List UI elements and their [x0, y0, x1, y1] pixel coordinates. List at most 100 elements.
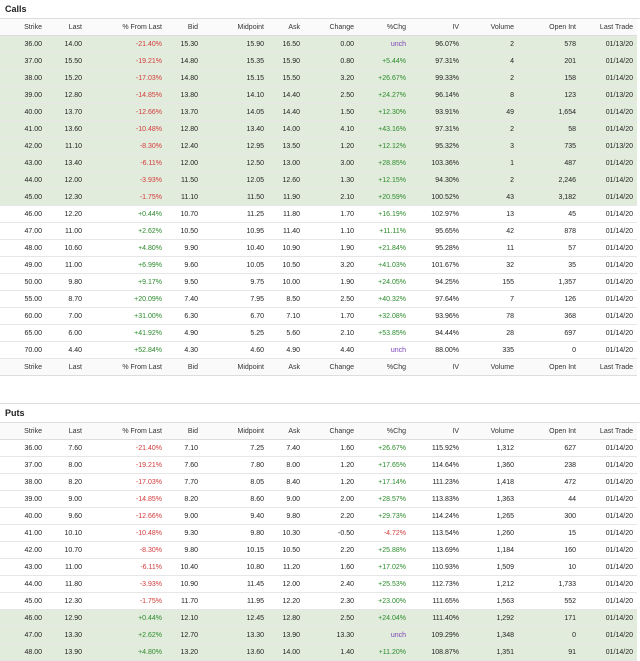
column-header-ask[interactable]: Ask: [268, 423, 304, 440]
option-row[interactable]: 37.00 15.50 -19.21% 14.80 15.35 15.90 0.80 +5.4…: [0, 52, 637, 70]
column-header-pct-chg[interactable]: %Chg: [358, 358, 410, 376]
option-row[interactable]: 65.00 6.00 +41.92% 4.90 5.25 5.60 2.10 +53.85% 9…: [0, 324, 637, 342]
cell-pct-from-last: +9.17%: [86, 273, 166, 291]
option-row[interactable]: 40.00 13.70 -12.66% 13.70 14.05 14.40 1.50 +12.…: [0, 103, 637, 121]
cell-last-trade: 01/14/20: [580, 154, 637, 172]
cell-change: 2.20: [304, 541, 358, 559]
column-header-midpoint[interactable]: Midpoint: [202, 19, 268, 36]
cell-strike: 60.00: [0, 307, 46, 325]
option-row[interactable]: 42.00 10.70 -8.30% 9.80 10.15 10.50 2.20 +25.88…: [0, 541, 637, 559]
cell-change: -0.50: [304, 524, 358, 542]
cell-change: 1.10: [304, 222, 358, 240]
column-header-open-int[interactable]: Open Int: [518, 358, 580, 376]
option-row[interactable]: 45.00 12.30 -1.75% 11.70 11.95 12.20 2.30 +23.0…: [0, 592, 637, 610]
cell-open-int: 15: [518, 524, 580, 542]
column-header-change[interactable]: Change: [304, 423, 358, 440]
column-header-pct-from-last[interactable]: % From Last: [86, 358, 166, 376]
option-row[interactable]: 44.00 11.80 -3.93% 10.90 11.45 12.00 2.40 +25.5…: [0, 575, 637, 593]
cell-volume: 335: [463, 341, 518, 359]
cell-ask: 15.50: [268, 69, 304, 87]
cell-volume: 2: [463, 69, 518, 87]
option-row[interactable]: 41.00 10.10 -10.48% 9.30 9.80 10.30 -0.50 -4.72…: [0, 524, 637, 542]
column-header-ask[interactable]: Ask: [268, 358, 304, 376]
column-header-pct-chg[interactable]: %Chg: [358, 423, 410, 440]
option-row[interactable]: 38.00 15.20 -17.03% 14.80 15.15 15.50 3.20 +26.…: [0, 69, 637, 87]
column-header-pct-from-last[interactable]: % From Last: [86, 19, 166, 36]
cell-last-trade: 01/14/20: [580, 188, 637, 206]
cell-pct-from-last: +20.09%: [86, 290, 166, 308]
cell-pct-chg: +23.00%: [358, 592, 410, 610]
column-header-open-int[interactable]: Open Int: [518, 423, 580, 440]
option-row[interactable]: 60.00 7.00 +31.00% 6.30 6.70 7.10 1.70 +32.08% 9…: [0, 307, 637, 325]
option-row[interactable]: 50.00 9.80 +9.17% 9.50 9.75 10.00 1.90 +24.05% 9…: [0, 273, 637, 291]
cell-strike: 40.00: [0, 103, 46, 121]
option-row[interactable]: 48.00 10.60 +4.80% 9.90 10.40 10.90 1.90 +21.84…: [0, 239, 637, 257]
column-header-last[interactable]: Last: [46, 19, 86, 36]
option-row[interactable]: 41.00 13.60 -10.48% 12.80 13.40 14.00 4.10 +43.…: [0, 120, 637, 138]
column-header-bid[interactable]: Bid: [166, 19, 202, 36]
column-header-strike[interactable]: Strike: [0, 423, 46, 440]
option-row[interactable]: 48.00 13.90 +4.80% 13.20 13.60 14.00 1.40 +11.2…: [0, 643, 637, 661]
column-header-volume[interactable]: Volume: [463, 19, 518, 36]
puts-rows: 36.00 7.60 -21.40% 7.10 7.25 7.40 1.60 +26.67% 1…: [0, 439, 637, 661]
option-row[interactable]: 46.00 12.90 +0.44% 12.10 12.45 12.80 2.50 +24.0…: [0, 609, 637, 627]
column-header-midpoint[interactable]: Midpoint: [202, 358, 268, 376]
column-header-iv[interactable]: IV: [410, 358, 463, 376]
column-header-strike[interactable]: Strike: [0, 358, 46, 376]
option-row[interactable]: 45.00 12.30 -1.75% 11.10 11.50 11.90 2.10 +20.5…: [0, 188, 637, 206]
option-row[interactable]: 42.00 11.10 -8.30% 12.40 12.95 13.50 1.20 +12.1…: [0, 137, 637, 155]
option-row[interactable]: 70.00 4.40 +52.84% 4.30 4.60 4.90 4.40 unch 88.0…: [0, 341, 637, 359]
option-row[interactable]: 43.00 13.40 -6.11% 12.00 12.50 13.00 3.00 +28.8…: [0, 154, 637, 172]
cell-ask: 14.00: [268, 643, 304, 661]
option-row[interactable]: 39.00 9.00 -14.85% 8.20 8.60 9.00 2.00 +28.57% 1…: [0, 490, 637, 508]
column-header-last[interactable]: Last: [46, 358, 86, 376]
calls-footer-row: Strike Last% From Last Bid Midpoint Ask Chang…: [0, 358, 637, 376]
column-header-last[interactable]: Last: [46, 423, 86, 440]
option-row[interactable]: 36.00 14.00 -21.40% 15.30 15.90 16.50 0.00 unch…: [0, 35, 637, 53]
column-header-volume[interactable]: Volume: [463, 423, 518, 440]
cell-change: 1.30: [304, 171, 358, 189]
column-header-midpoint[interactable]: Midpoint: [202, 423, 268, 440]
column-header-change[interactable]: Change: [304, 19, 358, 36]
cell-ask: 14.40: [268, 103, 304, 121]
cell-pct-chg: +26.67%: [358, 439, 410, 457]
option-row[interactable]: 55.00 8.70 +20.09% 7.40 7.95 8.50 2.50 +40.32% 9…: [0, 290, 637, 308]
option-row[interactable]: 47.00 13.30 +2.62% 12.70 13.30 13.90 13.30 unch…: [0, 626, 637, 644]
column-header-bid[interactable]: Bid: [166, 358, 202, 376]
column-header-iv[interactable]: IV: [410, 423, 463, 440]
column-header-ask[interactable]: Ask: [268, 19, 304, 36]
cell-midpoint: 11.45: [202, 575, 268, 593]
column-header-iv[interactable]: IV: [410, 19, 463, 36]
option-row[interactable]: 39.00 12.80 -14.85% 13.80 14.10 14.40 2.50 +24.…: [0, 86, 637, 104]
column-header-bid[interactable]: Bid: [166, 423, 202, 440]
cell-bid: 12.10: [166, 609, 202, 627]
column-header-strike[interactable]: Strike: [0, 19, 46, 36]
cell-change: 1.60: [304, 439, 358, 457]
column-header-last-trade[interactable]: Last Trade: [580, 19, 637, 36]
option-row[interactable]: 40.00 9.60 -12.66% 9.00 9.40 9.80 2.20 +29.73% 1…: [0, 507, 637, 525]
column-header-volume[interactable]: Volume: [463, 358, 518, 376]
column-header-pct-from-last[interactable]: % From Last: [86, 423, 166, 440]
cell-ask: 10.50: [268, 541, 304, 559]
column-header-last-trade[interactable]: Last Trade: [580, 423, 637, 440]
option-row[interactable]: 37.00 8.00 -19.21% 7.60 7.80 8.00 1.20 +17.65% 1…: [0, 456, 637, 474]
column-header-pct-chg[interactable]: %Chg: [358, 19, 410, 36]
option-row[interactable]: 43.00 11.00 -6.11% 10.40 10.80 11.20 1.60 +17.0…: [0, 558, 637, 576]
cell-bid: 14.80: [166, 69, 202, 87]
option-row[interactable]: 46.00 12.20 +0.44% 10.70 11.25 11.80 1.70 +16.1…: [0, 205, 637, 223]
cell-volume: 1,351: [463, 643, 518, 661]
option-row[interactable]: 47.00 11.00 +2.62% 10.50 10.95 11.40 1.10 +11.1…: [0, 222, 637, 240]
column-header-open-int[interactable]: Open Int: [518, 19, 580, 36]
cell-ask: 13.50: [268, 137, 304, 155]
cell-strike: 70.00: [0, 341, 46, 359]
option-row[interactable]: 36.00 7.60 -21.40% 7.10 7.25 7.40 1.60 +26.67% 1…: [0, 439, 637, 457]
cell-volume: 28: [463, 324, 518, 342]
option-row[interactable]: 49.00 11.00 +6.99% 9.60 10.05 10.50 3.20 +41.03…: [0, 256, 637, 274]
cell-last: 12.00: [46, 171, 86, 189]
option-row[interactable]: 44.00 12.00 -3.93% 11.50 12.05 12.60 1.30 +12.1…: [0, 171, 637, 189]
cell-open-int: 58: [518, 120, 580, 138]
cell-ask: 12.20: [268, 592, 304, 610]
column-header-change[interactable]: Change: [304, 358, 358, 376]
column-header-last-trade[interactable]: Last Trade: [580, 358, 637, 376]
option-row[interactable]: 38.00 8.20 -17.03% 7.70 8.05 8.40 1.20 +17.14% 1…: [0, 473, 637, 491]
